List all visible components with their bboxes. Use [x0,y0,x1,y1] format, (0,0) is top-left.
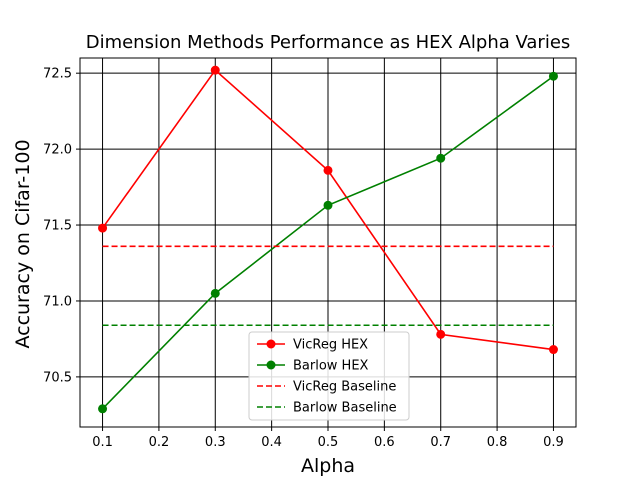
legend-marker [266,339,276,349]
x-tick-label: 0.8 [487,435,508,450]
legend-label: Barlow HEX [293,359,369,374]
data-point [210,65,220,75]
legend: VicReg HEX Barlow HEX VicReg Baseline Barlo… [248,331,410,421]
data-point [548,71,558,81]
legend-box [248,331,410,421]
x-tick-label: 0.5 [318,435,339,450]
legend-item: Barlow HEX [257,359,369,374]
x-tick-label: 0.4 [261,435,282,450]
x-tick-label: 0.6 [374,435,395,450]
legend-label: VicReg HEX [293,338,368,353]
y-tick-label: 71.5 [43,219,72,234]
legend-item: VicReg Baseline [257,380,396,395]
x-axis-label: Alpha [301,455,355,477]
x-tick-label: 0.1 [92,435,113,450]
chart-title: Dimension Methods Performance as HEX Alp… [86,32,571,53]
legend-item: VicReg HEX [257,338,368,353]
data-point [98,404,108,414]
data-point [548,345,558,355]
legend-label: Barlow Baseline [293,401,397,416]
x-tick-label: 0.2 [149,435,170,450]
series-barlow-hex [98,71,558,414]
data-point [436,329,446,339]
data-point [98,223,108,233]
x-tick-label: 0.7 [430,435,451,450]
x-tick-label: 0.9 [543,435,564,450]
y-tick-label: 70.5 [43,370,72,385]
x-tick-label: 0.3 [205,435,226,450]
y-axis-label: Accuracy on Cifar-100 [12,139,34,348]
legend-item: Barlow Baseline [257,401,397,416]
data-point [323,165,333,175]
y-tick-label: 72.0 [43,143,72,158]
data-point [210,288,220,298]
y-tick-label: 71.0 [43,294,72,309]
data-point [323,200,333,210]
data-point [436,153,446,163]
legend-marker [266,360,276,370]
series-vicreg-hex [98,65,558,355]
grid [80,58,576,427]
ticks: 0.1 0.2 0.3 0.4 0.5 0.6 0.7 0.8 0.9 70.5 71.0 71.5 7… [43,67,564,450]
y-tick-label: 72.5 [43,67,72,82]
legend-label: VicReg Baseline [293,380,396,395]
series-layer [98,65,558,414]
